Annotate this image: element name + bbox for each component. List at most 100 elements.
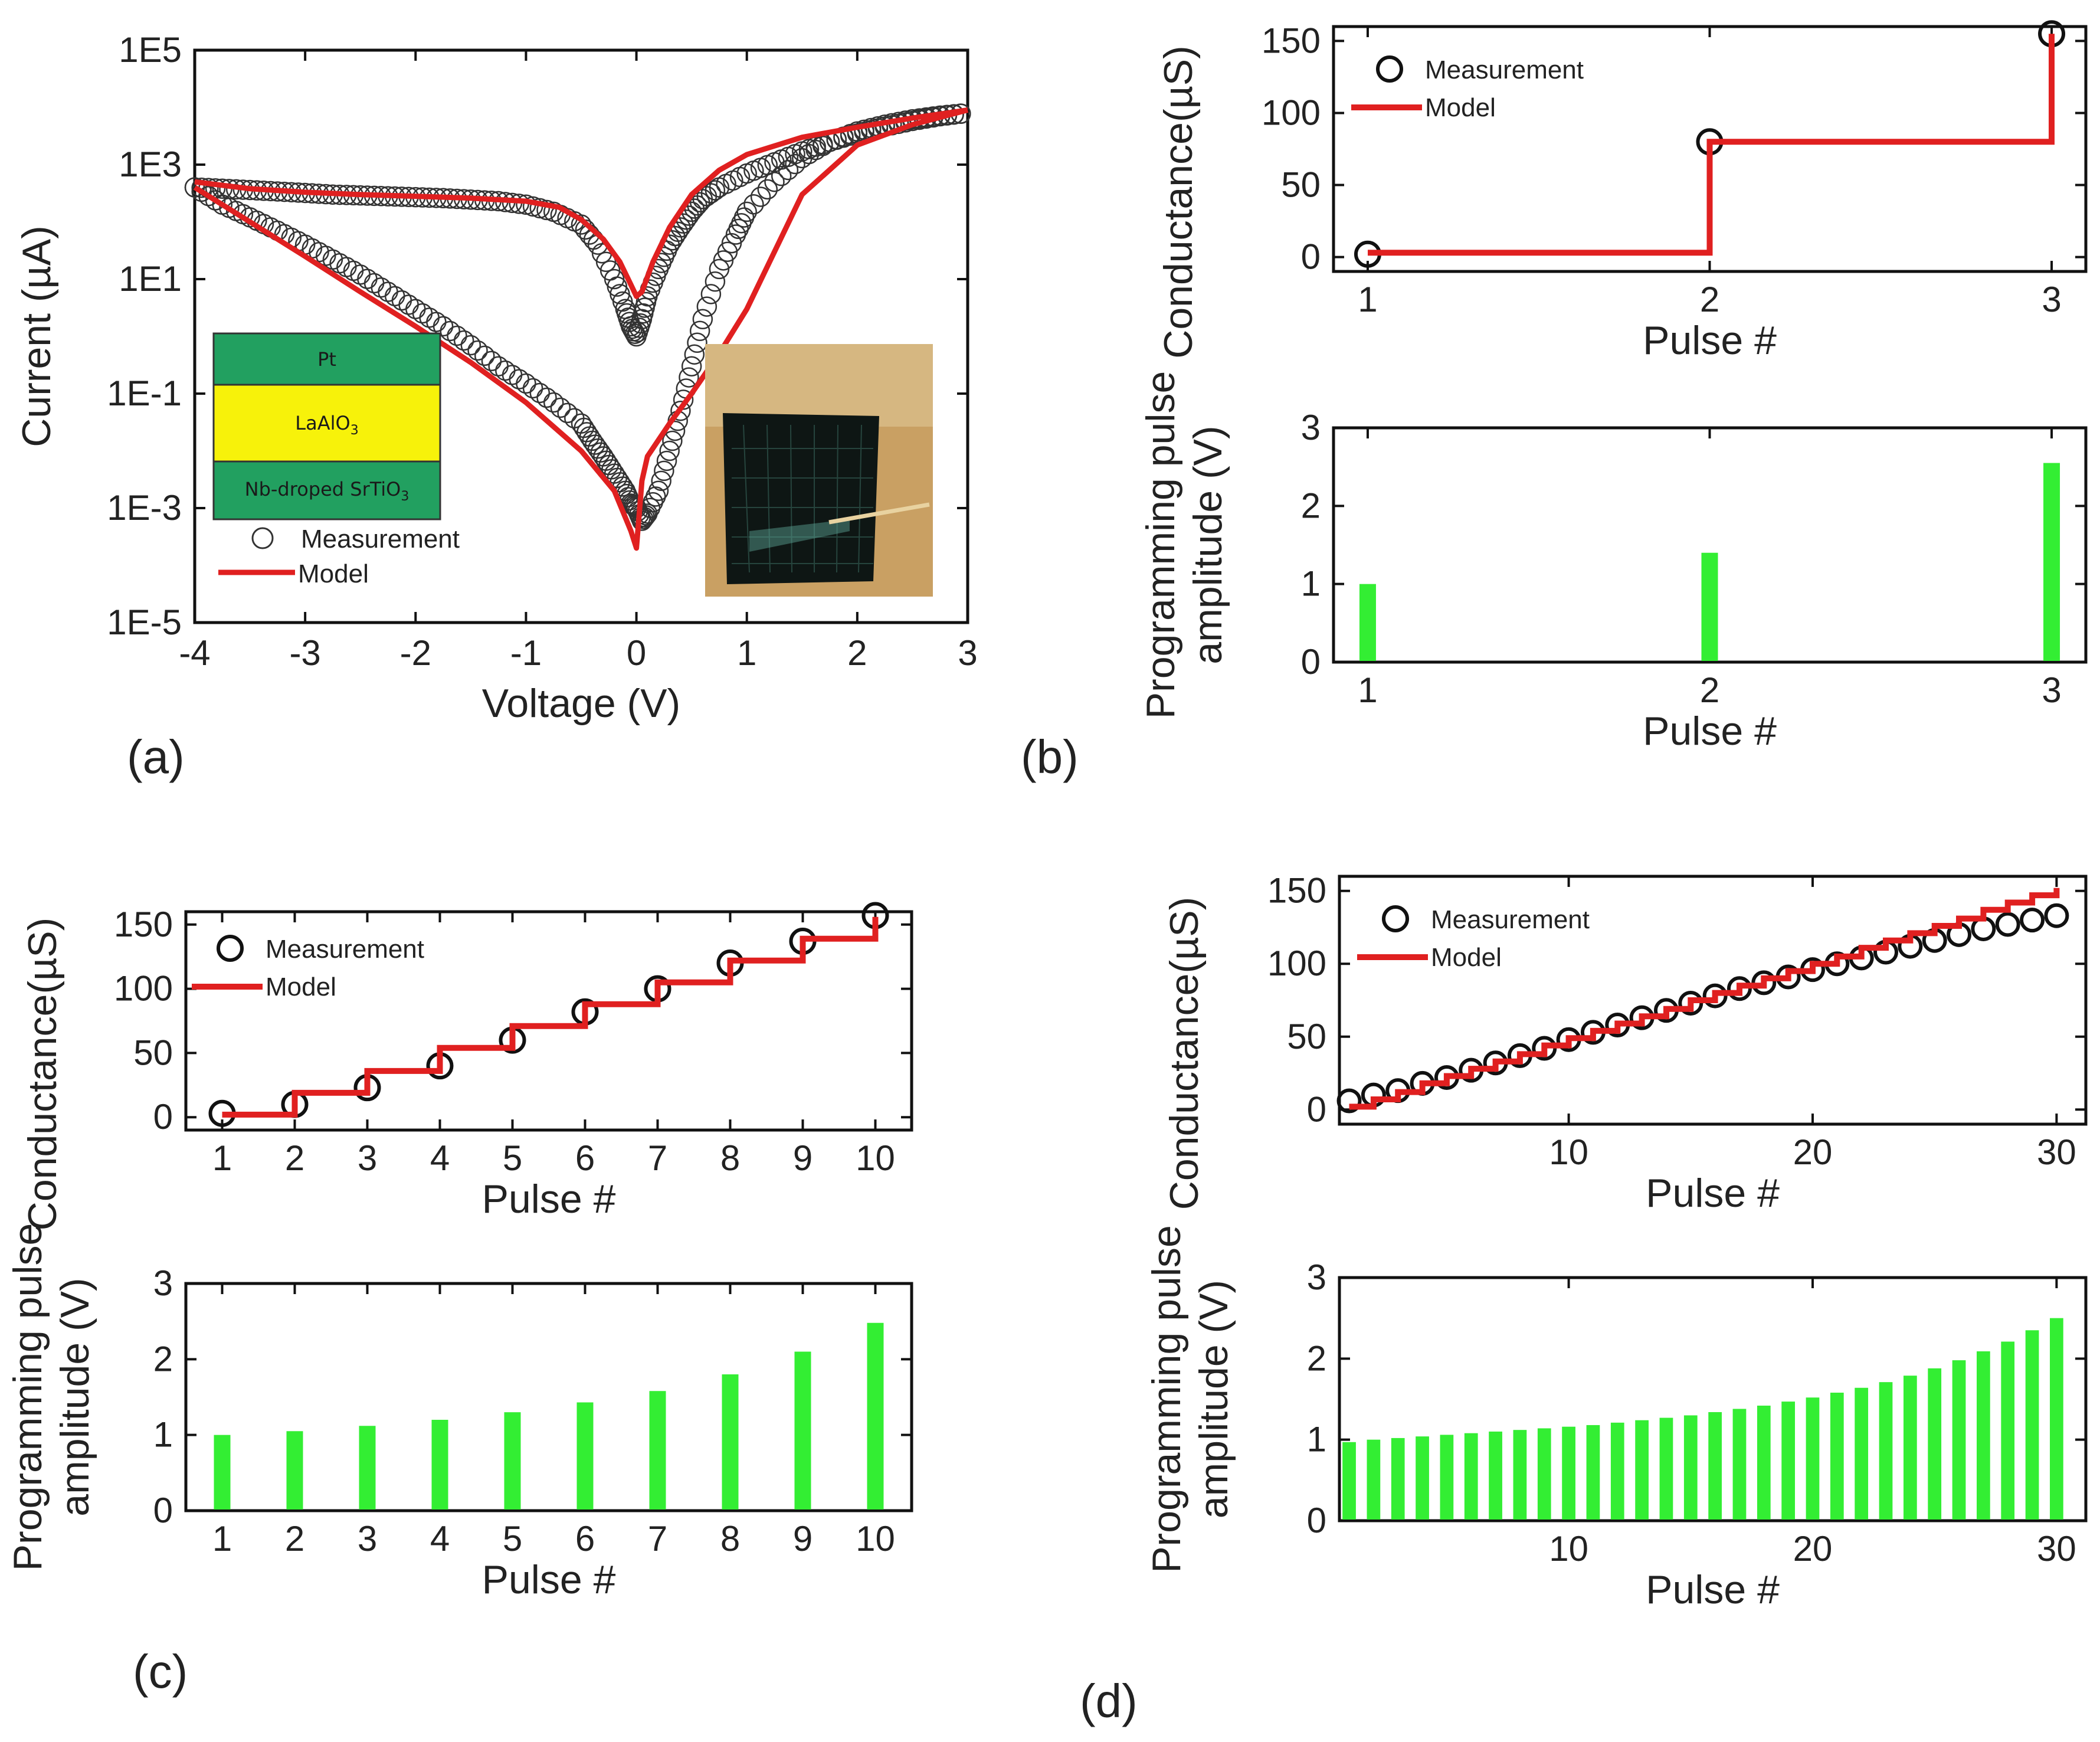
measurement-marker [648,480,669,502]
layer-laalo3-label: LaAlO3 [295,412,358,438]
y-tick-label: 1 [1307,1420,1326,1459]
measurement-marker [662,430,683,451]
measurement-marker [481,351,502,372]
bar [1659,1417,1673,1520]
measurement-marker [433,316,454,337]
plot-frame [184,1282,913,1512]
y-tick-label: 2 [153,1339,173,1378]
bar [1806,1397,1820,1520]
panel-label-c: (c) [133,1645,188,1698]
measurement-marker [522,378,543,399]
bar [1683,1415,1698,1520]
x-tick-label: 7 [648,1519,667,1558]
bar [794,1351,811,1509]
x-tick-label: 1 [1358,280,1377,319]
measurement-marker [191,177,212,198]
bar [722,1374,739,1509]
x-tick-label: 1 [212,1138,232,1178]
bar [2050,1318,2063,1520]
x-axis-label: Pulse # [1643,318,1777,363]
y-tick-label: 100 [114,969,173,1008]
x-tick-label: 30 [2037,1529,2076,1569]
x-tick-label: -3 [289,633,320,673]
model-step-line [1368,34,2055,256]
legend-model-label: Model [298,559,369,588]
measurement-marker [536,199,557,221]
x-tick-label: -1 [510,633,542,673]
measurement-marker [529,382,551,404]
measurement-marker [550,397,571,418]
measurement-marker [1995,912,2020,937]
y-tick-label: 1E-1 [107,374,182,413]
x-tick-label: 2 [1700,670,1719,710]
bar [1830,1393,1844,1520]
measurement-marker [488,356,509,376]
electrode-grid [732,424,873,573]
bar [431,1420,448,1509]
legend-model-label: Model [1431,943,1502,972]
bar [649,1391,666,1509]
measurement-marker [681,356,702,376]
measurement-marker [378,281,398,302]
x-tick-label: 2 [285,1138,304,1178]
measurement-marker [447,325,467,346]
y-tick-label: 1E1 [119,259,182,299]
bar [1537,1428,1551,1520]
plot-frame [193,48,969,624]
y-tick-label: 0 [1307,1089,1326,1129]
bar [1757,1405,1771,1520]
model-line [193,107,969,551]
measurement-marker [705,180,726,201]
x-tick-label: 6 [575,1138,595,1178]
bar [867,1322,884,1509]
y-tick-label: 2 [1301,486,1321,525]
x-axis-label: Pulse # [482,1177,616,1222]
x-tick-label: 5 [503,1138,522,1178]
measurement-marker [764,171,785,192]
measurement-marker [785,153,805,175]
legend-model-label: Model [1425,93,1496,122]
bar [504,1412,521,1509]
layer-pt [212,332,441,386]
x-tick-label: 2 [1700,280,1719,319]
x-axis-label: Pulse # [1646,1171,1780,1216]
x-tick-label: 4 [430,1138,450,1178]
measurement-marker [536,387,557,408]
measurement-marker [700,284,722,304]
bar [1855,1387,1869,1520]
x-tick-label: 3 [358,1519,377,1558]
y-axis-label: Programming pulseamplitude (V) [5,1223,97,1571]
measurement-marker [502,365,523,385]
plot-frame [1338,875,2088,1126]
legend-measurement-marker [217,935,244,962]
measurement-marker [651,470,671,492]
y-tick-label: 1 [1301,564,1321,604]
layer-sto [212,460,441,520]
x-tick-label: 6 [575,1519,595,1558]
measurement-marker [654,460,674,482]
bar [1586,1425,1600,1520]
measurement-marker [467,340,488,361]
x-tick-label: 9 [793,1138,813,1178]
plot-frame [1338,1276,2088,1522]
x-tick-label: 2 [285,1519,304,1558]
bar [2025,1330,2039,1520]
x-tick-label: 10 [856,1519,895,1558]
measurement-marker [684,344,705,365]
bar [1952,1360,1966,1520]
x-tick-label: 3 [2042,280,2061,319]
measurement-marker [1336,1088,1362,1114]
measurement-marker [2044,903,2069,928]
x-tick-label: 5 [503,1519,522,1558]
y-axis-label: Current (µA) [14,225,59,447]
measurement-marker [391,290,412,311]
layer-laalo3 [212,384,441,463]
panel-label-b: (b) [1021,731,1079,783]
bar [359,1426,376,1509]
x-tick-label: 1 [212,1519,232,1558]
measurement-marker [440,320,461,342]
legend-model-label: Model [266,972,336,1001]
measurement-marker [529,198,551,219]
measurement-marker [689,320,710,342]
